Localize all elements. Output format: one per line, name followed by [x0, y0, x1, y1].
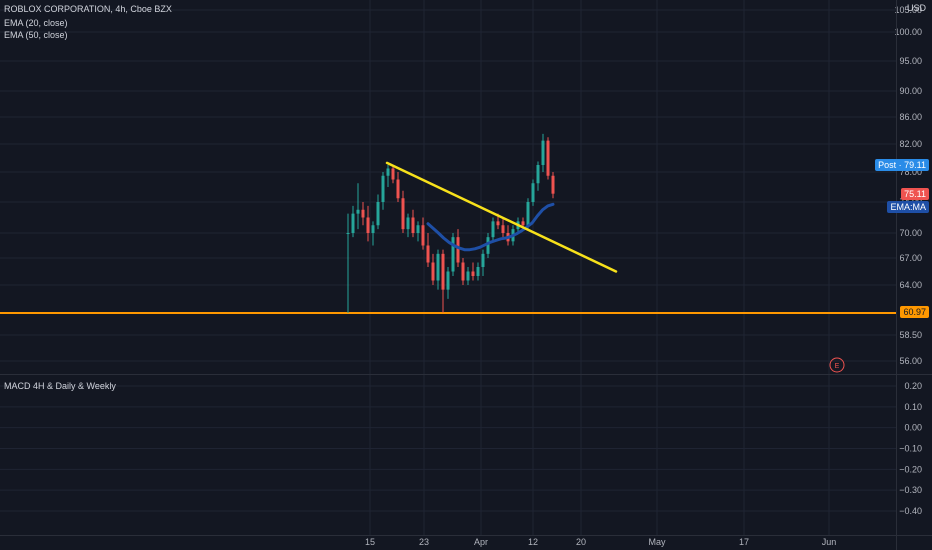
candle-body: [491, 221, 495, 238]
candle-body: [381, 175, 385, 202]
price-tick-label: 82.00: [899, 139, 922, 149]
candle-body: [536, 165, 540, 184]
currency-label[interactable]: USD: [906, 3, 926, 13]
candle-body: [551, 175, 555, 194]
candle-body: [426, 245, 430, 263]
price-tick-label: 56.00: [899, 356, 922, 366]
candle-body: [476, 267, 480, 276]
indicator-ema20-label[interactable]: EMA (20, close): [4, 18, 68, 28]
price-tick-label: 100.00: [894, 27, 922, 37]
macd-tick-label: −0.30: [899, 485, 922, 495]
candle-body: [411, 217, 415, 233]
candle-body: [486, 237, 490, 254]
macd-pane-title[interactable]: MACD 4H & Daily & Weekly: [4, 381, 116, 391]
candle-body: [376, 202, 380, 226]
candle-body: [421, 225, 425, 246]
time-tick-label: Apr: [474, 537, 488, 547]
price-tick-label: 90.00: [899, 86, 922, 96]
candle-body: [431, 262, 435, 281]
ema-series: [426, 202, 555, 252]
price-tick-label: 78.00: [899, 167, 922, 177]
price-tick-label: 95.00: [899, 56, 922, 66]
chart-grid: [0, 0, 896, 535]
price-tick-label: 70.00: [899, 228, 922, 238]
trendline-drawing[interactable]: [385, 161, 618, 273]
earnings-event-icon[interactable]: [829, 357, 845, 373]
macd-tick-label: 0.10: [904, 402, 922, 412]
macd-tick-label: −0.40: [899, 506, 922, 516]
candle-body: [461, 262, 465, 281]
candle-body: [386, 168, 390, 176]
candle-body: [346, 233, 350, 234]
time-tick-label: May: [648, 537, 666, 547]
candle-body: [526, 202, 530, 226]
time-tick-label: 20: [576, 537, 586, 547]
candle-body: [496, 221, 500, 226]
price-tick-label: 67.00: [899, 253, 922, 263]
price-axis[interactable]: 56.0058.5064.0067.0070.0074.0078.0082.00…: [894, 5, 922, 366]
candle-body: [396, 179, 400, 199]
candle-body: [441, 253, 445, 290]
time-tick-label: 17: [739, 537, 749, 547]
post-market-price-tag: Post · 79.11: [875, 159, 929, 171]
candle-body: [401, 198, 405, 230]
ema-value-tag: EMA:MA: [887, 201, 929, 213]
symbol-title[interactable]: ROBLOX CORPORATION, 4h, Cboe BZX: [4, 4, 172, 14]
candlestick-series: [346, 133, 555, 313]
macd-tick-label: −0.10: [899, 444, 922, 454]
time-tick-label: 12: [528, 537, 538, 547]
candle-body: [471, 271, 475, 276]
macd-tick-label: 0.00: [904, 423, 922, 433]
trendline[interactable]: [385, 161, 618, 273]
candle-body: [351, 213, 355, 233]
price-tick-label: 105.00: [894, 5, 922, 15]
macd-tick-label: −0.20: [899, 464, 922, 474]
indicator-ema50-label[interactable]: EMA (50, close): [4, 30, 68, 40]
price-tick-label: 64.00: [899, 280, 922, 290]
candle-body: [406, 217, 410, 230]
support-price-tag: 60.97: [900, 306, 929, 318]
events-layer: E: [829, 357, 845, 373]
time-tick-label: 15: [365, 537, 375, 547]
macd-axis[interactable]: 0.20 0.10 0.00 −0.10 −0.20 −0.30 −0.40: [899, 381, 922, 516]
candle-body: [466, 271, 470, 281]
time-axis[interactable]: 15 23 Apr 12 20 May 17 Jun: [365, 537, 836, 547]
last-price-tag: 75.11: [901, 188, 929, 200]
candle-body: [436, 253, 440, 281]
time-tick-label: Jun: [822, 537, 837, 547]
candle-body: [501, 225, 505, 233]
candle-body: [481, 253, 485, 267]
candle-body: [416, 225, 420, 233]
candle-body: [361, 209, 365, 218]
candle-body: [456, 237, 460, 263]
candle-body: [391, 168, 395, 180]
candle-body: [356, 209, 360, 214]
candle-body: [446, 271, 450, 290]
candle-body: [521, 221, 525, 226]
candle-body: [546, 140, 550, 176]
candle-body: [541, 140, 545, 165]
time-tick-label: 23: [419, 537, 429, 547]
candle-body: [451, 237, 455, 272]
macd-tick-label: 0.20: [904, 381, 922, 391]
candle-body: [371, 225, 375, 233]
price-tick-label: 58.50: [899, 330, 922, 340]
candle-body: [531, 183, 535, 202]
candle-body: [366, 217, 370, 233]
ema-line: [426, 202, 555, 252]
price-tick-label: 86.00: [899, 112, 922, 122]
earnings-event-icon-glyph: E: [835, 363, 840, 370]
